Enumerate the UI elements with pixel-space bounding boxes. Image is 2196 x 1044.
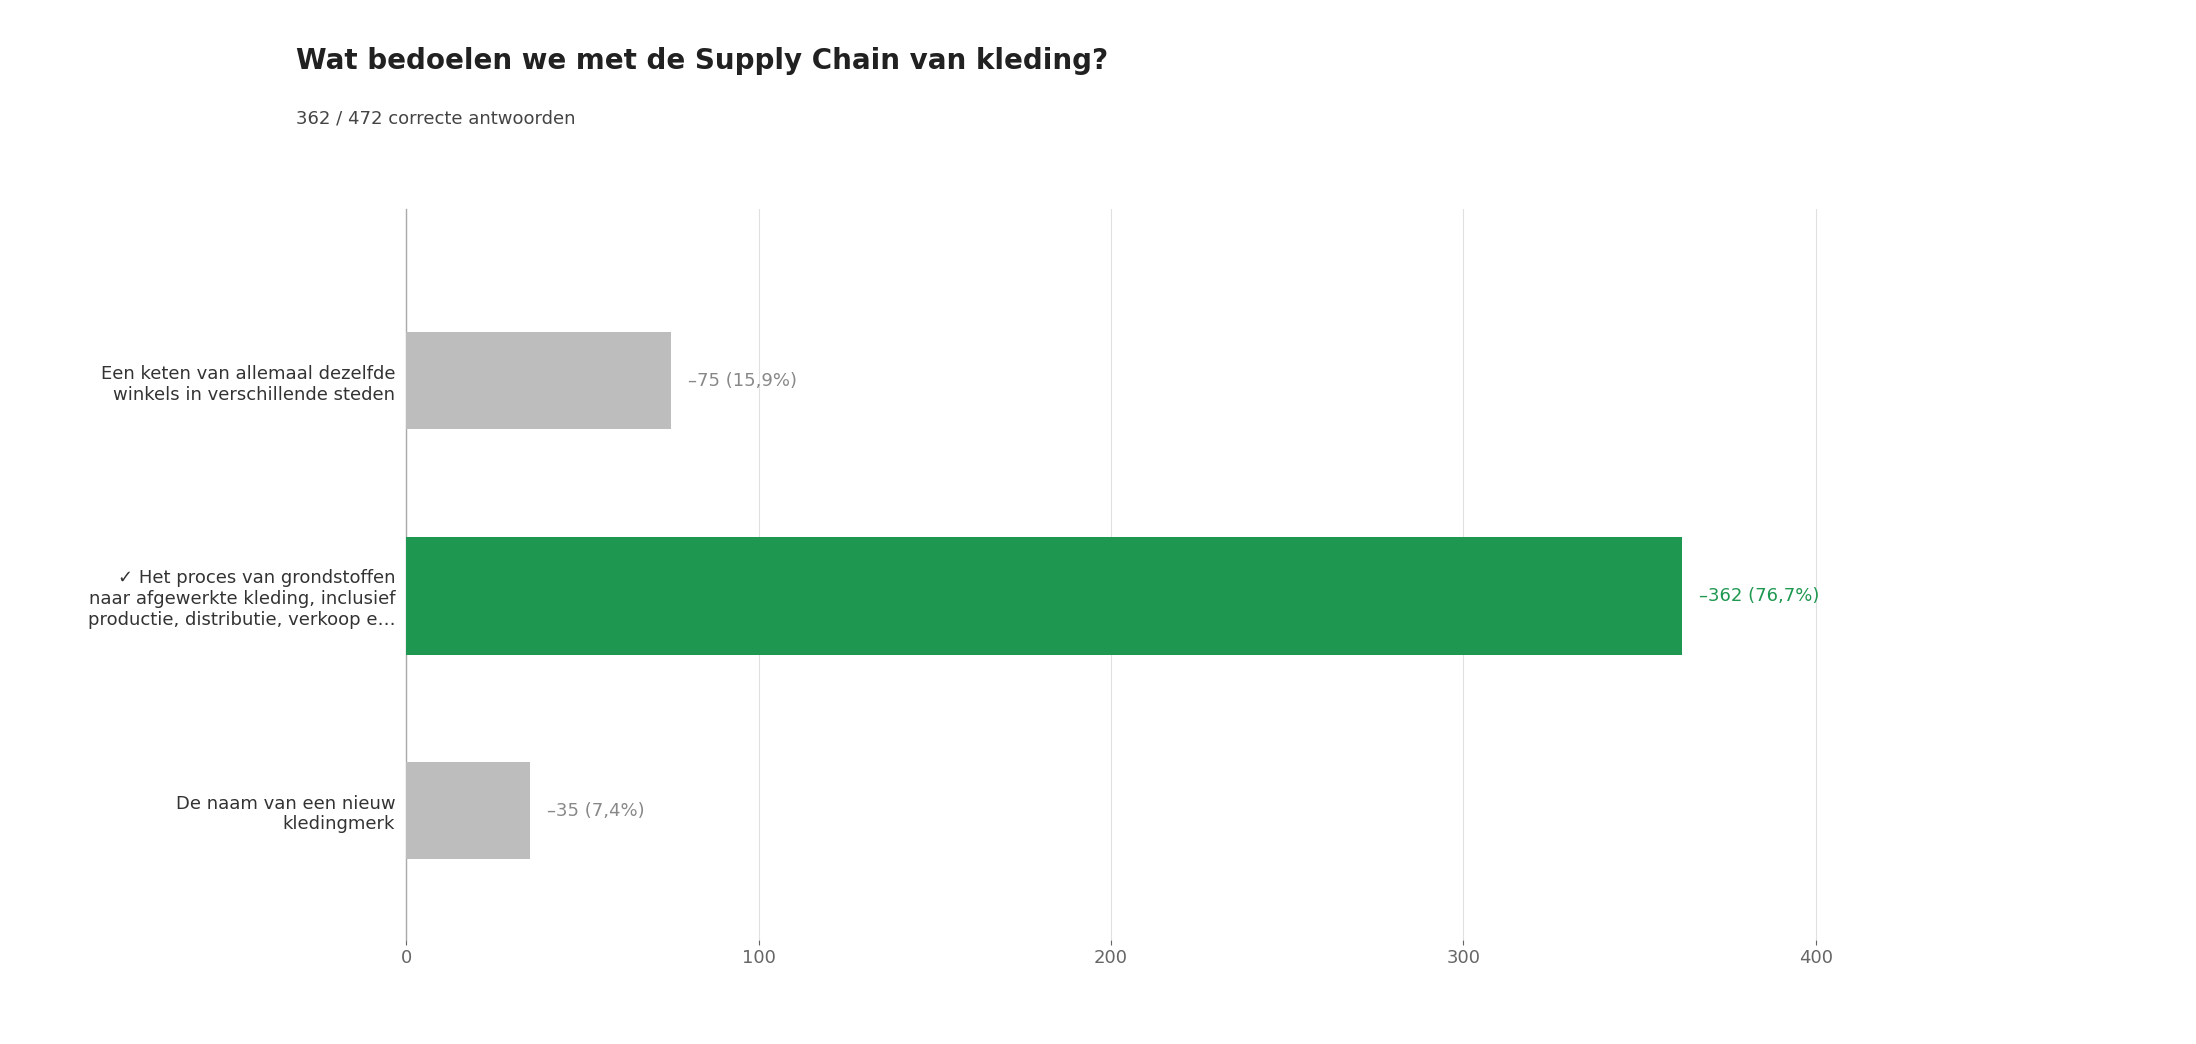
Text: 362 / 472 correcte antwoorden: 362 / 472 correcte antwoorden xyxy=(296,110,575,127)
Bar xyxy=(406,332,670,429)
Text: –35 (7,4%): –35 (7,4%) xyxy=(547,802,646,820)
Bar xyxy=(406,762,529,859)
Bar xyxy=(406,537,1682,655)
Text: –75 (15,9%): –75 (15,9%) xyxy=(687,372,797,389)
Text: Wat bedoelen we met de Supply Chain van kleding?: Wat bedoelen we met de Supply Chain van … xyxy=(296,47,1109,75)
Text: –362 (76,7%): –362 (76,7%) xyxy=(1700,587,1820,604)
